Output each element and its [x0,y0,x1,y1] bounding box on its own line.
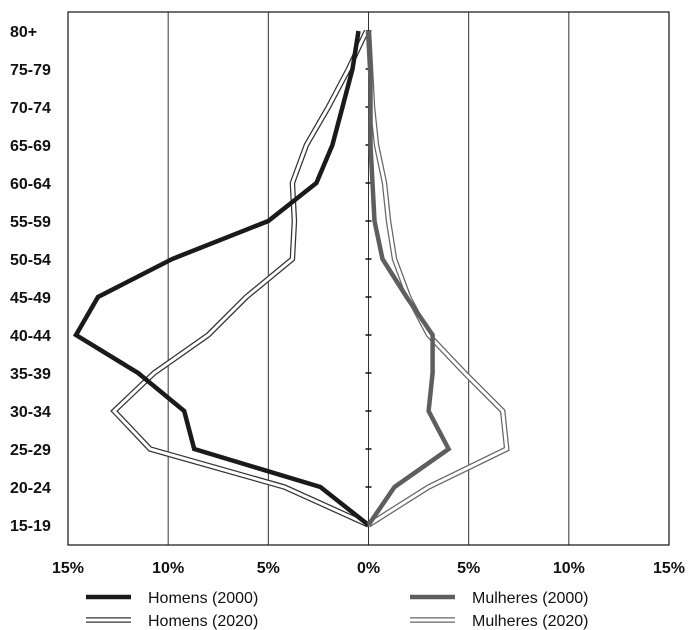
series-line-mulheres-2020 [365,30,510,528]
y-tick-labels: 15-19 20-24 25-29 30-34 35-39 40-44 45-49 50-54… [10,24,51,535]
y-tick-label-70-74: 70-74 [10,100,51,117]
x-tick-label-4: 5% [457,560,480,577]
x-tick-label-1: 10% [152,560,184,577]
y-tick-label-50-54: 50-54 [10,252,51,269]
y-tick-label-20-24: 20-24 [10,480,51,497]
x-tick-label-5: 10% [553,560,585,577]
x-tick-label-3: 0% [357,560,380,577]
series-line-mulheres-2000 [366,30,452,527]
y-tick-label-60-64: 60-64 [10,176,51,193]
y-tick-label-75-79: 75-79 [10,62,51,79]
x-tick-label-0: 15% [52,560,84,577]
y-tick-label-30-34: 30-34 [10,404,51,421]
y-tick-label-35-39: 35-39 [10,366,51,383]
series-line-homens-2000 [72,30,370,527]
y-tick-label-65-69: 65-69 [10,138,51,155]
series-line-homens-2020-inner [111,30,370,527]
y-tick-label-40-44: 40-44 [10,328,51,345]
x-tick-labels: 15% 10% 5% 0% 5% 10% 15% [52,560,685,577]
x-tick-label-2: 5% [257,560,280,577]
series-line-mulheres-2020-inner [367,30,509,527]
y-tick-label-45-49: 45-49 [10,290,51,307]
legend: Homens (2000) Homens (2020) Mulheres (2000… [86,590,589,630]
legend-label-mulheres-2020: Mulheres (2020) [472,613,589,630]
legend-label-mulheres-2000: Mulheres (2000) [472,590,589,607]
legend-label-homens-2000: Homens (2000) [148,590,258,607]
plot-frame [67,11,670,546]
x-tick-label-6: 15% [653,560,685,577]
y-tick-label-15-19: 15-19 [10,518,51,535]
y-tick-label-80+: 80+ [10,24,37,41]
axes [67,11,670,546]
series-lines [72,29,510,528]
y-tick-label-55-59: 55-59 [10,214,51,231]
legend-label-homens-2020: Homens (2020) [148,613,258,630]
y-tick-label-25-29: 25-29 [10,442,51,459]
